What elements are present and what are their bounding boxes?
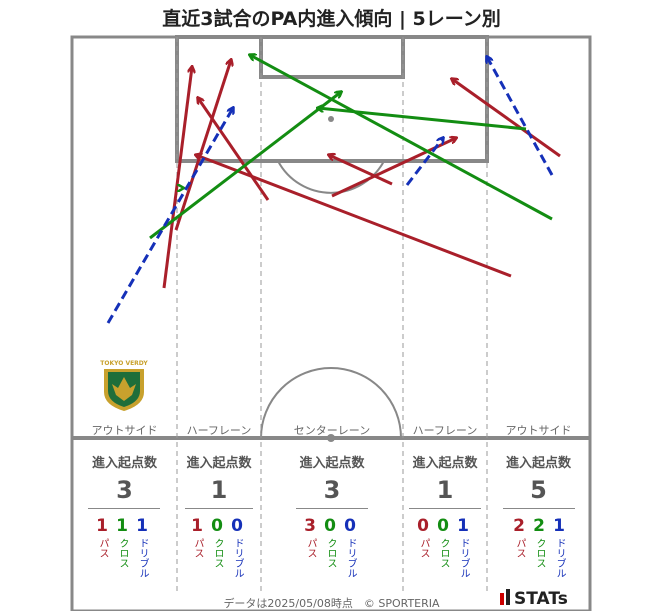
lane-dribble-count: 1: [457, 516, 469, 536]
stats-logo: STATs: [500, 589, 568, 609]
type-label-pass: パス: [192, 538, 203, 558]
lane-total: 1: [210, 476, 228, 504]
lane-header: 進入起点数: [505, 456, 571, 471]
cross-arrow: [149, 92, 341, 240]
dribble-arrows: [106, 57, 554, 324]
chart-title: 直近3試合のPA内進入傾向 | 5レーン別: [162, 8, 501, 30]
footer-credit: データは2025/05/08時点 © SPORTERIA: [223, 597, 440, 610]
type-label-pass: パス: [305, 538, 316, 558]
lane-pass-count: 1: [96, 516, 108, 536]
lane-dribble-count: 1: [136, 516, 148, 536]
stats-logo-text: STATs: [514, 589, 568, 609]
lane-total: 5: [530, 476, 547, 504]
team-crest-logo: TOKYO VERDY: [100, 360, 148, 411]
lane-header: 進入起点数: [91, 456, 157, 471]
type-label-pass: パス: [97, 538, 108, 558]
type-label-dribble: ドリブル: [554, 538, 565, 578]
penalty-arc: [277, 160, 385, 194]
centre-circle: [260, 367, 402, 439]
dribble-arrow: [405, 138, 443, 186]
type-label-dribble: ドリブル: [232, 538, 243, 578]
lane-label-outside-left: アウトサイド: [91, 424, 158, 437]
lane-dribble-count: 1: [553, 516, 565, 536]
lane-label-outside-right: アウトサイド: [505, 424, 572, 437]
pass-arrow: [452, 79, 561, 158]
lane-cross-count: 2: [533, 516, 545, 536]
lane-header: 進入起点数: [412, 456, 478, 471]
pass-arrow: [329, 155, 393, 186]
pass-arrow: [162, 67, 192, 289]
pass-arrow: [198, 98, 270, 201]
lane-pass-count: 2: [513, 516, 525, 536]
lane-total: 3: [116, 476, 133, 504]
type-label-pass: パス: [514, 538, 525, 558]
lane-total: 3: [323, 476, 341, 504]
lane-cross-count: 1: [116, 516, 128, 536]
dribble-arrow: [106, 108, 233, 324]
type-label-cross: クロス: [325, 538, 336, 568]
lane-divider-rule: [503, 508, 575, 509]
type-label-cross: クロス: [438, 538, 449, 568]
lane-cross-count: 0: [211, 516, 223, 536]
type-label-dribble: ドリブル: [137, 538, 148, 578]
dribble-arrow: [487, 57, 554, 176]
type-label-dribble: ドリブル: [345, 538, 356, 578]
lane-divider-rule: [88, 508, 160, 509]
type-label-cross: クロス: [212, 538, 223, 568]
lane-label-center: センターレーン: [293, 424, 371, 437]
penalty-spot: [328, 116, 334, 122]
type-label-dribble: ドリブル: [458, 538, 469, 578]
lane-cross-count: 0: [324, 516, 336, 536]
cross-arrows: [149, 55, 553, 240]
pass-arrows: [162, 60, 561, 289]
cross-arrow: [250, 55, 553, 221]
lane-pass-count: 3: [304, 516, 316, 536]
lane-dividers: [176, 37, 488, 595]
type-label-cross: クロス: [117, 538, 128, 568]
lane-header: 進入起点数: [299, 456, 365, 471]
type-label-pass: パス: [418, 538, 429, 558]
lane-pass-count: 0: [417, 516, 429, 536]
lane-dribble-count: 0: [344, 516, 356, 536]
lane-pass-count: 1: [191, 516, 203, 536]
type-label-cross: クロス: [534, 538, 545, 568]
lane-divider-rule: [296, 508, 368, 509]
lane-total: 1: [436, 476, 454, 504]
lane-divider-rule: [409, 508, 481, 509]
lane-cross-count: 0: [437, 516, 449, 536]
cross-arrow: [318, 108, 527, 131]
pass-arrow: [196, 155, 512, 278]
crest-text: TOKYO VERDY: [100, 360, 148, 367]
lane-header: 進入起点数: [186, 456, 252, 471]
pass-arrow: [174, 60, 231, 231]
lane-label-halflane-right: ハーフレーン: [412, 424, 478, 437]
lane-label-halflane-left: ハーフレーン: [186, 424, 252, 437]
lane-divider-rule: [185, 508, 253, 509]
centre-spot: [327, 434, 335, 442]
lane-dribble-count: 0: [231, 516, 243, 536]
